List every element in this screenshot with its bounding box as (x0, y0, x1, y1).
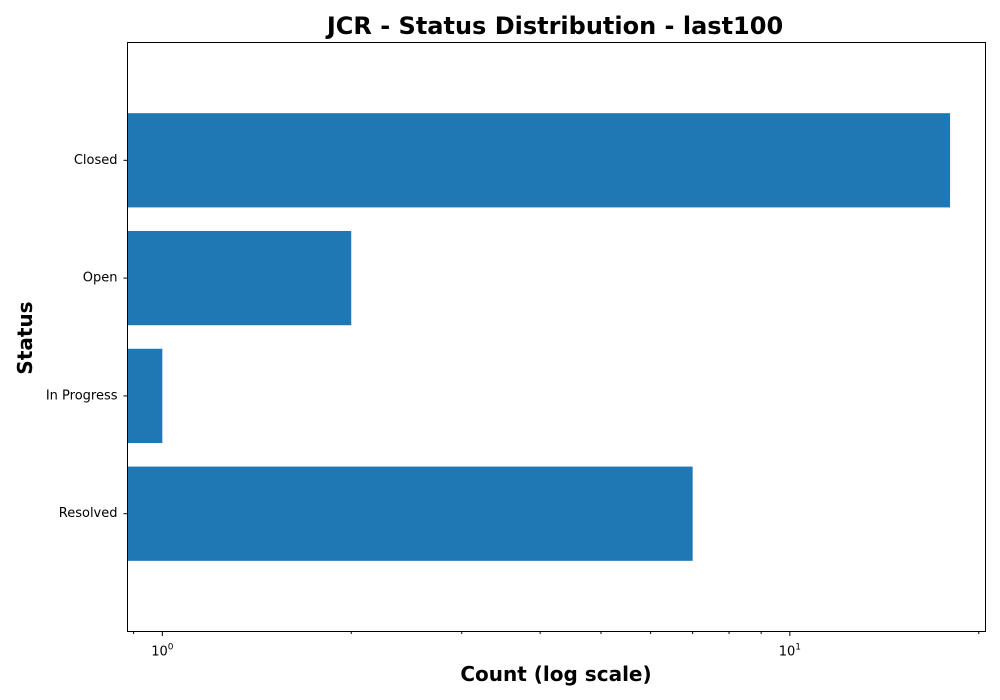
x-tick-label: 100 (151, 643, 174, 660)
x-axis-ticks: 100 101 (133, 631, 980, 660)
bar-resolved (127, 466, 693, 561)
plot-frame (127, 42, 986, 632)
y-tick-label: Resolved (59, 506, 118, 521)
y-axis-ticks: Closed Open In Progress Resolved (46, 153, 128, 521)
x-axis-label: Count (log scale) (460, 662, 651, 686)
bar-in-progress (127, 348, 163, 444)
y-tick-label: In Progress (46, 388, 118, 403)
x-tick-label: 101 (779, 643, 801, 660)
bars-layer (127, 113, 951, 561)
y-tick-label: Closed (74, 153, 118, 168)
bar-closed (127, 113, 951, 208)
y-tick-label: Open (83, 271, 118, 286)
chart-title: JCR - Status Distribution - last100 (325, 12, 783, 40)
y-axis-label: Status (13, 301, 37, 374)
bar-open (127, 230, 352, 326)
